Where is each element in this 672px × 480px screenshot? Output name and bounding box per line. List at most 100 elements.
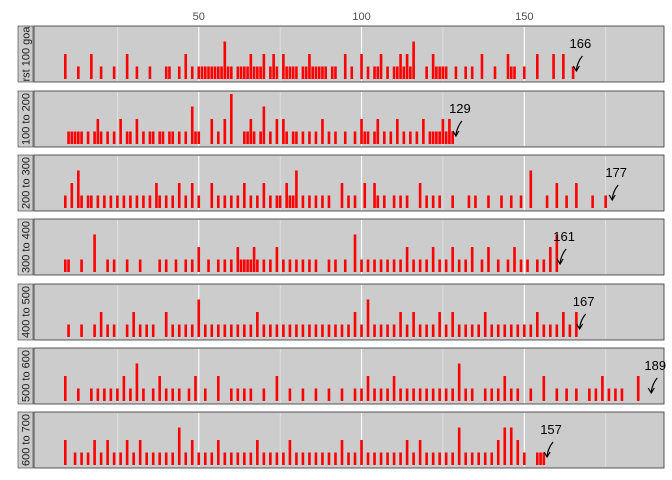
bar [435, 66, 438, 79]
bar [216, 440, 220, 465]
bar [311, 66, 314, 79]
bar [99, 312, 103, 337]
strip-box [17, 25, 34, 83]
bar [451, 312, 454, 337]
bar [164, 66, 168, 79]
annotation-arrowhead [576, 323, 584, 331]
bar [457, 259, 461, 272]
annotation-arrow [575, 55, 583, 71]
bar [386, 388, 389, 401]
bar [301, 324, 305, 337]
bar [555, 234, 559, 272]
bar [483, 452, 487, 465]
panel-2: 100 to 200 129 [17, 90, 665, 148]
bar [177, 388, 181, 401]
bar [366, 66, 370, 79]
bar [275, 66, 279, 79]
bar [243, 131, 246, 144]
bar [392, 452, 396, 465]
bar [90, 388, 93, 401]
bar [77, 388, 80, 401]
bar [86, 195, 90, 208]
bar [493, 66, 497, 79]
bar [239, 66, 243, 79]
bar [308, 259, 311, 272]
bar [483, 388, 487, 401]
bar [509, 427, 513, 465]
bar [288, 324, 292, 337]
bar [431, 247, 435, 272]
bar [80, 195, 83, 208]
panel-3: 200 to 300 177 [17, 154, 665, 212]
bar [67, 259, 70, 272]
bar [503, 376, 507, 401]
bar [259, 66, 262, 79]
bar [216, 66, 220, 79]
bar [236, 388, 240, 401]
bar [197, 299, 201, 337]
bar [197, 66, 201, 79]
bar [190, 106, 194, 144]
bar [151, 452, 155, 465]
bar [360, 119, 363, 144]
bar [477, 324, 481, 337]
bar [522, 66, 526, 79]
annotation-arrowhead [452, 130, 460, 138]
bar [80, 259, 83, 272]
annotation-label: 167 [573, 294, 595, 309]
bar [392, 324, 396, 337]
bar [327, 388, 331, 401]
bar [314, 195, 318, 208]
bar [483, 312, 487, 337]
bar [522, 452, 526, 465]
bar [171, 195, 175, 208]
bar [236, 247, 240, 272]
bar [86, 131, 90, 144]
bar [269, 259, 272, 272]
bar [295, 170, 298, 208]
bar [383, 131, 386, 144]
bar [519, 259, 523, 272]
bar [399, 195, 402, 208]
bar [282, 324, 285, 337]
bar [418, 440, 422, 465]
bar [269, 324, 272, 337]
bar [262, 259, 266, 272]
bar [438, 312, 441, 337]
strip-box [17, 347, 34, 405]
annotation-label: 189 [644, 358, 666, 373]
bar [96, 119, 100, 144]
bar [526, 259, 529, 272]
bar [148, 131, 152, 144]
strip-label: 200 to 300 [21, 157, 33, 209]
bar [549, 324, 552, 337]
bar [350, 66, 354, 79]
bar [174, 259, 178, 272]
annotation-arrow [546, 441, 554, 457]
bar [444, 66, 448, 79]
bar [373, 452, 376, 465]
bar [259, 131, 262, 144]
bar [636, 376, 640, 401]
bar [620, 388, 624, 401]
bar [451, 195, 454, 208]
bar [405, 54, 409, 79]
bar [389, 131, 393, 144]
facet-panels: rst 100 goa 166 100 to 200 129 200 to 300 177… [17, 25, 666, 469]
bar [594, 388, 598, 401]
bar [457, 324, 461, 337]
bar [112, 324, 116, 337]
bar [210, 66, 214, 79]
bar [262, 183, 266, 208]
bar [353, 234, 357, 272]
annotation-label: 161 [553, 229, 575, 244]
bar [321, 452, 324, 465]
bar [249, 195, 253, 208]
bar [308, 195, 311, 208]
bar [246, 131, 249, 144]
bar [438, 131, 441, 144]
bar [392, 259, 396, 272]
bar [194, 131, 197, 144]
bar [80, 324, 83, 337]
